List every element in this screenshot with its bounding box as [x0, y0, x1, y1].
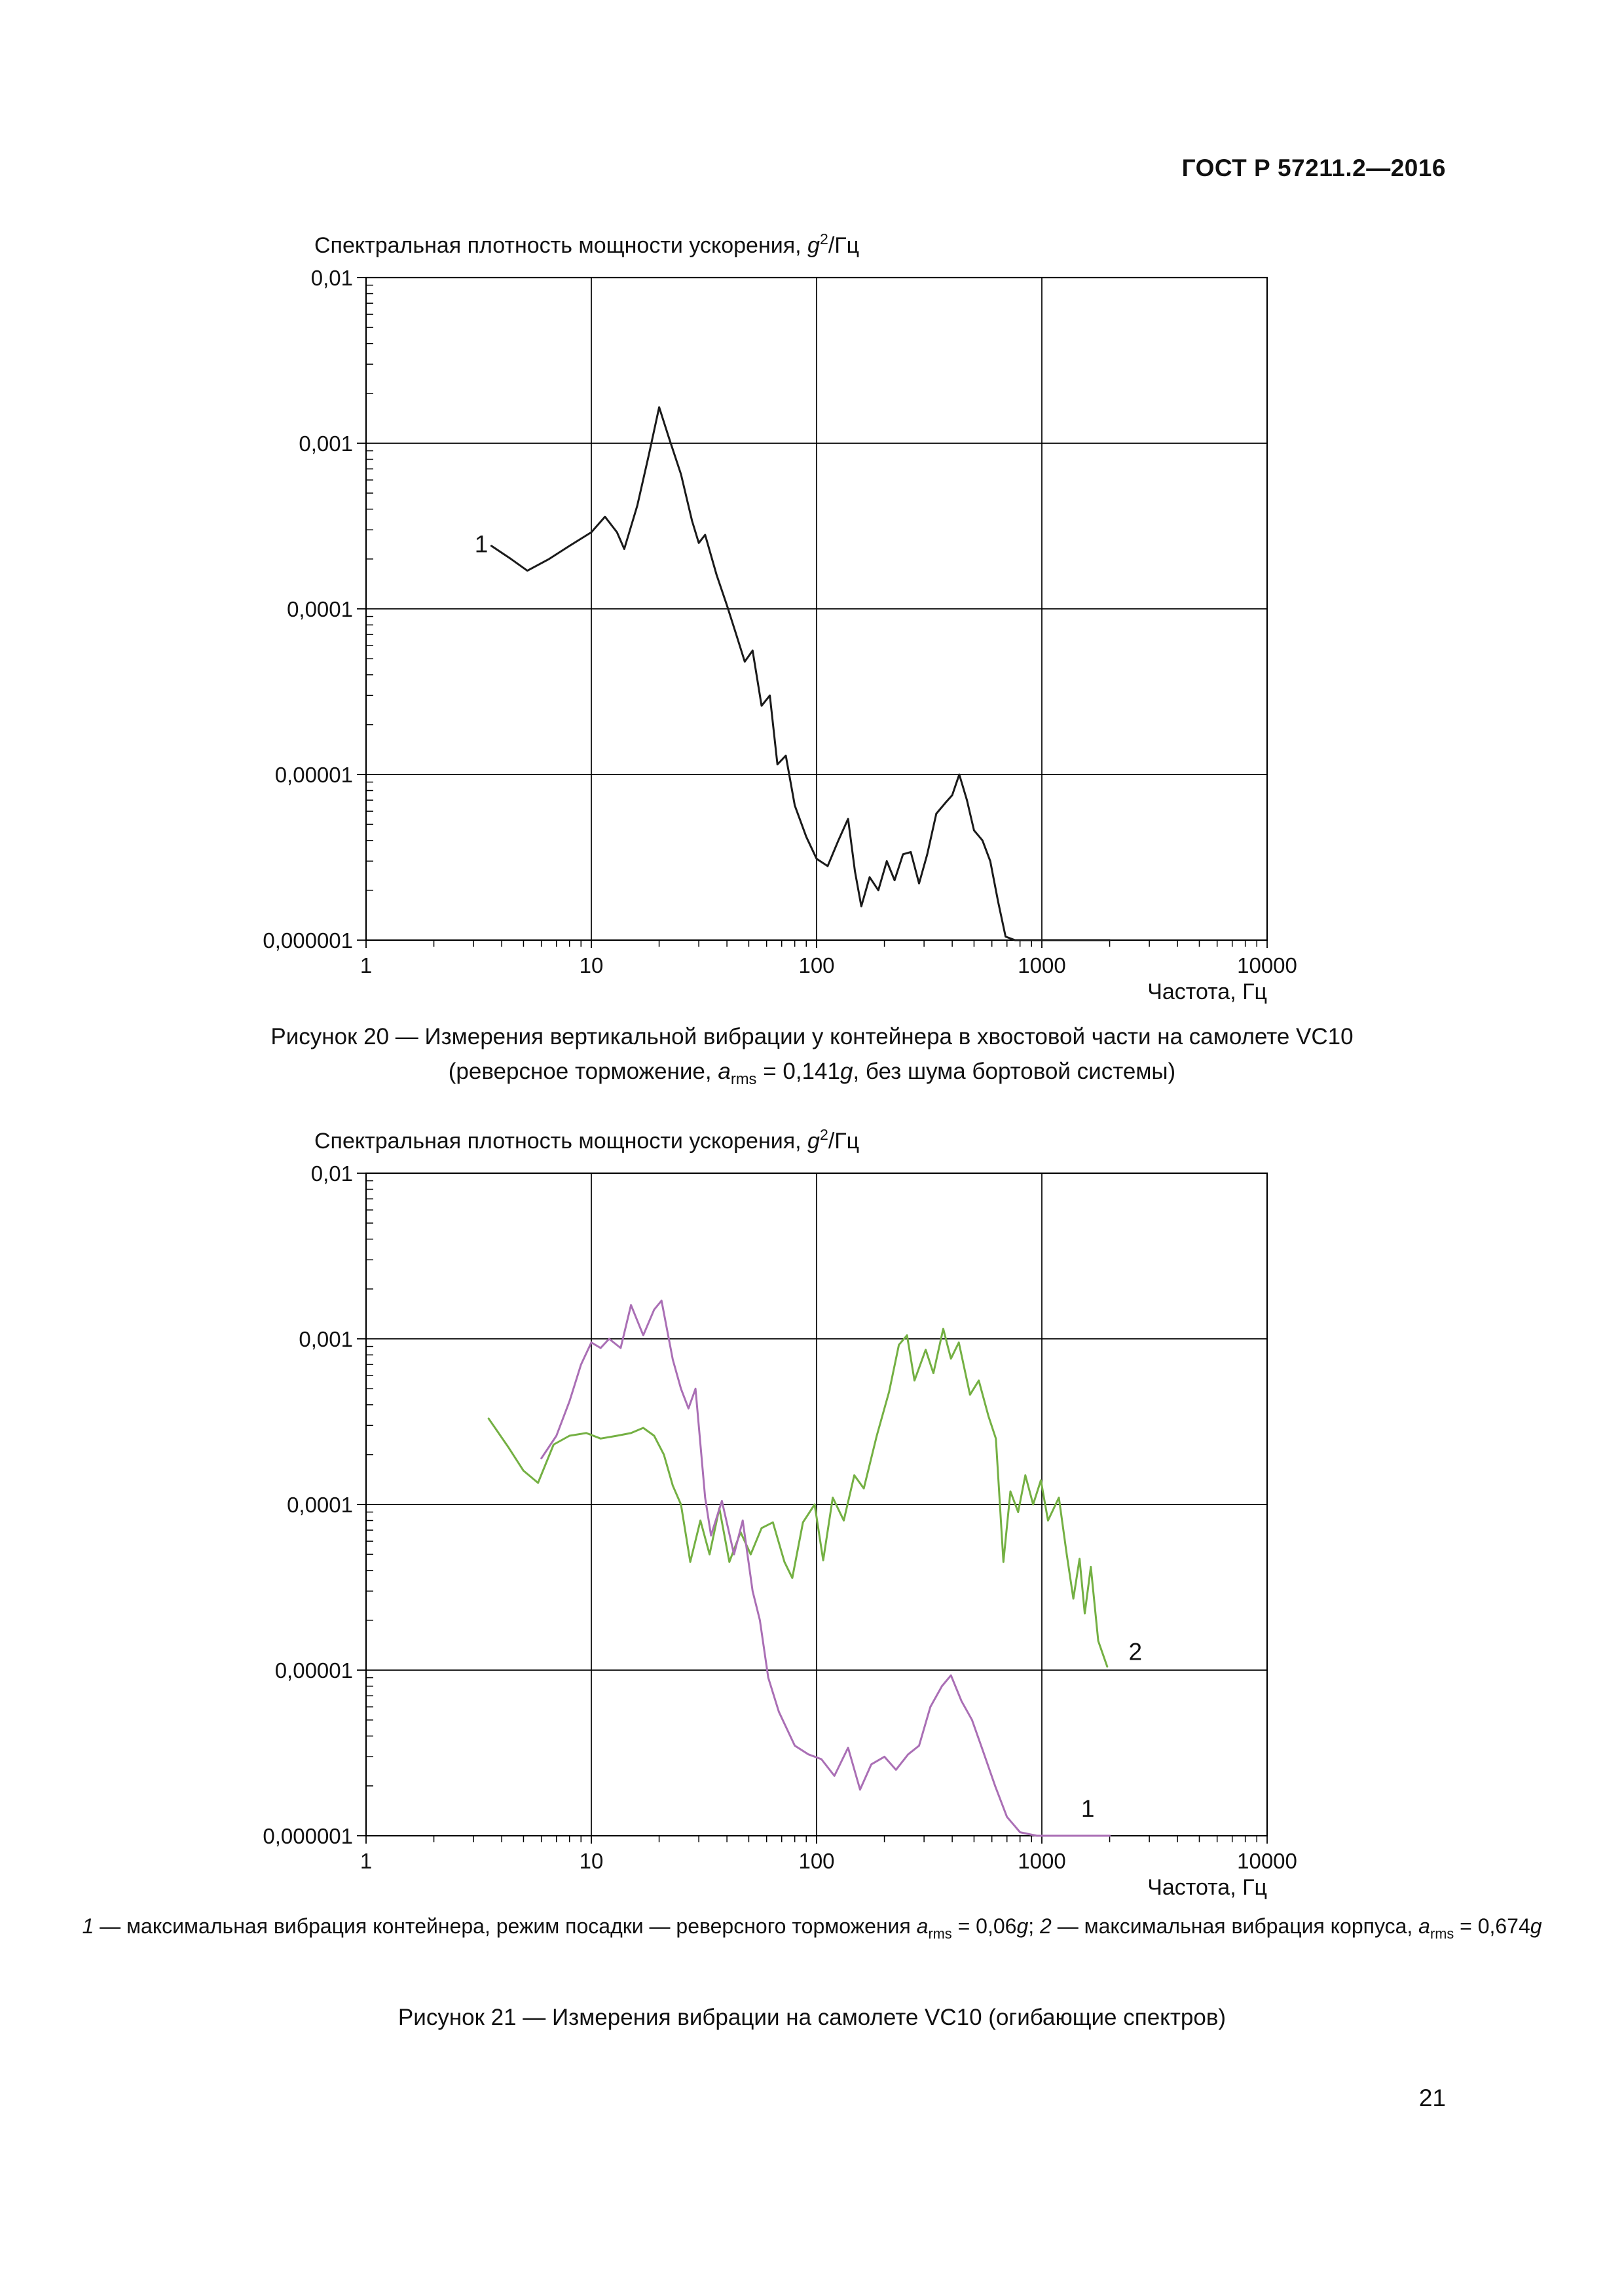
x-axis-label: Частота, Гц: [1147, 1875, 1267, 1900]
chart-title-superscript: 2: [819, 230, 828, 248]
figure21-legend: 1 — максимальная вибрация контейнера, ре…: [79, 1909, 1545, 1944]
curve-label-2: 2: [1128, 1639, 1142, 1666]
legend-text-part: = 0,674: [1454, 1914, 1530, 1938]
x-tick-label: 10000: [1237, 953, 1297, 977]
curve-2: [487, 1328, 1109, 1668]
x-tick-label: 1: [360, 1849, 372, 1873]
chart-title-text: Спектральная плотность мощности ускорени…: [314, 1129, 808, 1154]
caption-text-part: = 0,141: [756, 1058, 840, 1084]
chart-title-unit: /Гц: [828, 1129, 860, 1154]
y-tick-label: 0,000001: [263, 928, 353, 953]
x-tick-label: 1000: [1018, 1849, 1065, 1873]
legend-variable-a: a: [1418, 1914, 1430, 1938]
x-axis-label: Частота, Гц: [1147, 979, 1267, 1004]
chart-title-variable: g: [807, 233, 820, 258]
chart-title-variable: g: [807, 1129, 820, 1154]
figure20-caption-line1: Рисунок 20 — Измерения вертикальной вибр…: [270, 1024, 1354, 1049]
y-tick-label: 0,00001: [275, 1658, 353, 1683]
curve-1: [540, 1300, 1111, 1837]
x-tick-label: 100: [798, 953, 834, 977]
legend-variable-a: a: [916, 1914, 929, 1938]
y-tick-label: 0,001: [299, 431, 353, 456]
document-header: ГОСТ Р 57211.2—2016: [1181, 155, 1446, 181]
x-tick-label: 1: [360, 953, 372, 977]
y-tick-label: 0,000001: [263, 1824, 353, 1848]
caption-variable-a: a: [718, 1058, 731, 1084]
legend-subscript-rms: rms: [928, 1925, 952, 1942]
figure21-caption: Рисунок 21 — Измерения вибрации на самол…: [397, 2005, 1227, 2030]
x-tick-label: 100: [798, 1849, 834, 1873]
x-tick-label: 1000: [1018, 953, 1065, 977]
curve-label-1: 1: [475, 530, 489, 557]
legend-series-number: 1: [82, 1914, 94, 1938]
y-tick-label: 0,01: [311, 1161, 353, 1186]
figure20-chart: 0,01 0,001 0,0001 0,00001 0,000001 1 10 100 1000…: [263, 266, 1297, 1004]
caption-subscript-rms: rms: [730, 1070, 757, 1088]
y-tick-label: 0,0001: [287, 597, 353, 621]
chart-title-text: Спектральная плотность мощности ускорени…: [314, 233, 808, 258]
figure20-caption: Рисунок 20 — Измерения вертикальной вибр…: [0, 1020, 1624, 1089]
legend-text-part: — максимальная вибрация корпуса,: [1051, 1914, 1419, 1938]
legend-text-part: = 0,06: [951, 1914, 1017, 1938]
legend-series-number: 2: [1040, 1914, 1052, 1938]
curve-1: [490, 406, 1111, 941]
curve-label-1: 1: [1081, 1795, 1095, 1822]
figure21-chart: 0,01 0,001 0,0001 0,00001 0,000001 1 10 100 1000…: [263, 1161, 1297, 1900]
figure20-chart-title: Спектральная плотность мощности ускорени…: [314, 230, 860, 259]
figure21-chart-title: Спектральная плотность мощности ускорени…: [314, 1126, 860, 1154]
legend-variable-g: g: [1016, 1914, 1029, 1938]
x-tick-label: 10: [580, 1849, 604, 1873]
caption-variable-g: g: [840, 1058, 853, 1084]
legend-text-part: — максимальная вибрация контейнера, режи…: [94, 1914, 917, 1938]
y-tick-label: 0,0001: [287, 1493, 353, 1517]
x-tick-label: 10000: [1237, 1849, 1297, 1873]
legend-subscript-rms: rms: [1430, 1925, 1454, 1942]
caption-text-part: , без шума бортовой системы): [853, 1058, 1176, 1084]
y-tick-label: 0,00001: [275, 763, 353, 787]
caption-text-part: (реверсное торможение,: [448, 1058, 718, 1084]
legend-separator: ;: [1028, 1914, 1041, 1938]
legend-variable-g: g: [1530, 1914, 1542, 1938]
y-tick-label: 0,01: [311, 266, 353, 290]
figure20-caption-line2: (реверсное торможение, arms = 0,141g, бе…: [0, 1055, 1624, 1089]
page-number: 21: [1418, 2085, 1446, 2111]
x-tick-label: 10: [580, 953, 604, 977]
chart-title-unit: /Гц: [828, 233, 860, 258]
y-tick-label: 0,001: [299, 1327, 353, 1351]
chart-title-superscript: 2: [819, 1126, 828, 1144]
